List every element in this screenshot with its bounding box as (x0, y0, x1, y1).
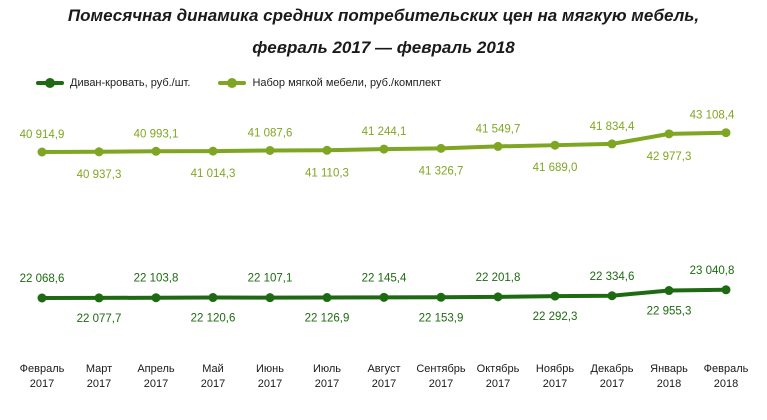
x-tick-label-month: Сентябрь (416, 363, 466, 375)
data-point-furniture-set (151, 146, 161, 156)
x-tick-label-month: Декабрь (591, 363, 634, 375)
data-point-furniture-set (493, 141, 503, 151)
x-tick-label-year: 2017 (87, 378, 111, 390)
data-point-sofa-bed (607, 291, 617, 301)
data-point-sofa-bed (379, 292, 389, 302)
x-tick-label-year: 2017 (30, 378, 54, 390)
data-label-sofa-bed: 22 153,9 (419, 312, 464, 324)
data-point-furniture-set (436, 143, 446, 153)
data-point-sofa-bed (94, 293, 104, 303)
x-tick-label-year: 2017 (543, 378, 567, 390)
data-label-furniture-set: 40 937,3 (77, 169, 122, 181)
chart-title-line-2: февраль 2017 — февраль 2018 (252, 38, 515, 57)
legend-swatch-furniture-set (218, 78, 247, 88)
data-label-furniture-set: 41 014,3 (191, 168, 236, 180)
data-point-sofa-bed (436, 292, 446, 302)
x-tick-label-month: Февраль (704, 363, 749, 375)
data-label-sofa-bed: 22 334,6 (590, 271, 635, 283)
data-point-furniture-set (607, 139, 617, 149)
legend-item-furniture-set: Набор мягкой мебели, руб./комплект (218, 77, 441, 89)
chart-title-line-1: Помесячная динамика средних потребительс… (67, 6, 700, 25)
data-label-furniture-set: 41 326,7 (419, 165, 464, 177)
x-tick-label-year: 2018 (657, 378, 681, 390)
x-tick-label-year: 2017 (429, 378, 453, 390)
x-tick-label-year: 2017 (258, 378, 282, 390)
data-label-sofa-bed: 22 068,6 (20, 273, 65, 285)
data-label-sofa-bed: 22 103,8 (134, 273, 179, 285)
x-tick-label-year: 2017 (486, 378, 510, 390)
data-label-sofa-bed: 22 126,9 (305, 313, 350, 325)
data-point-sofa-bed (322, 293, 332, 303)
data-point-furniture-set (94, 147, 104, 157)
data-label-sofa-bed: 22 955,3 (647, 306, 692, 318)
data-label-sofa-bed: 22 107,1 (248, 273, 293, 285)
data-point-furniture-set (208, 146, 218, 156)
x-tick-label-month: Октябрь (477, 363, 520, 375)
x-tick-label-month: Август (367, 363, 400, 375)
x-tick-label-month: Июнь (256, 363, 284, 375)
x-tick-label-year: 2017 (315, 378, 339, 390)
x-tick-label-year: 2017 (144, 378, 168, 390)
data-point-sofa-bed (550, 291, 560, 301)
data-point-sofa-bed (265, 293, 275, 303)
x-tick-label-year: 2017 (201, 378, 225, 390)
data-label-furniture-set: 41 087,6 (248, 127, 293, 139)
data-label-sofa-bed: 22 077,7 (77, 313, 122, 325)
legend-swatch-sofa-bed (36, 78, 64, 88)
x-tick-label-month: Май (202, 363, 224, 375)
data-label-sofa-bed: 23 040,8 (690, 265, 735, 277)
x-tick-label-month: Ноябрь (536, 363, 574, 375)
data-label-furniture-set: 42 977,3 (647, 151, 692, 163)
data-label-furniture-set: 41 244,1 (362, 126, 407, 138)
x-tick-label-month: Январь (650, 363, 688, 375)
data-label-furniture-set: 41 110,3 (305, 167, 349, 179)
data-point-furniture-set (721, 128, 731, 138)
data-label-sofa-bed: 22 292,3 (533, 311, 578, 323)
data-point-sofa-bed (721, 285, 731, 295)
chart-legend: Диван-кровать, руб./шт. Набор мягкой меб… (36, 77, 469, 89)
x-tick-label-year: 2017 (600, 378, 624, 390)
data-label-furniture-set: 40 914,9 (20, 129, 65, 141)
data-point-sofa-bed (151, 293, 161, 303)
data-point-furniture-set (265, 145, 275, 155)
data-label-furniture-set: 43 108,4 (690, 110, 735, 122)
data-point-sofa-bed (208, 293, 218, 303)
x-tick-label-month: Март (86, 363, 112, 375)
x-tick-label-year: 2018 (714, 378, 738, 390)
data-point-furniture-set (664, 129, 674, 139)
x-tick-label-month: Февраль (20, 363, 65, 375)
data-label-sofa-bed: 22 120,6 (191, 313, 236, 325)
data-label-furniture-set: 41 549,7 (476, 123, 521, 135)
x-tick-label-month: Июль (313, 363, 341, 375)
x-tick-label-month: Апрель (137, 363, 175, 375)
data-point-furniture-set (379, 144, 389, 154)
data-point-furniture-set (322, 145, 332, 155)
data-label-sofa-bed: 22 145,4 (362, 272, 407, 284)
data-point-sofa-bed (664, 286, 674, 296)
legend-label-sofa-bed: Диван-кровать, руб./шт. (70, 77, 191, 89)
data-point-furniture-set (37, 147, 47, 157)
legend-item-sofa-bed: Диван-кровать, руб./шт. (36, 77, 190, 89)
legend-label-furniture-set: Набор мягкой мебели, руб./комплект (252, 77, 442, 89)
data-label-sofa-bed: 22 201,8 (476, 272, 521, 284)
data-point-furniture-set (550, 140, 560, 150)
data-label-furniture-set: 41 689,0 (533, 162, 578, 174)
data-label-furniture-set: 41 834,4 (590, 121, 635, 133)
data-point-sofa-bed (37, 293, 47, 303)
data-label-furniture-set: 40 993,1 (134, 128, 179, 140)
x-tick-label-year: 2017 (372, 378, 396, 390)
data-point-sofa-bed (493, 292, 503, 302)
